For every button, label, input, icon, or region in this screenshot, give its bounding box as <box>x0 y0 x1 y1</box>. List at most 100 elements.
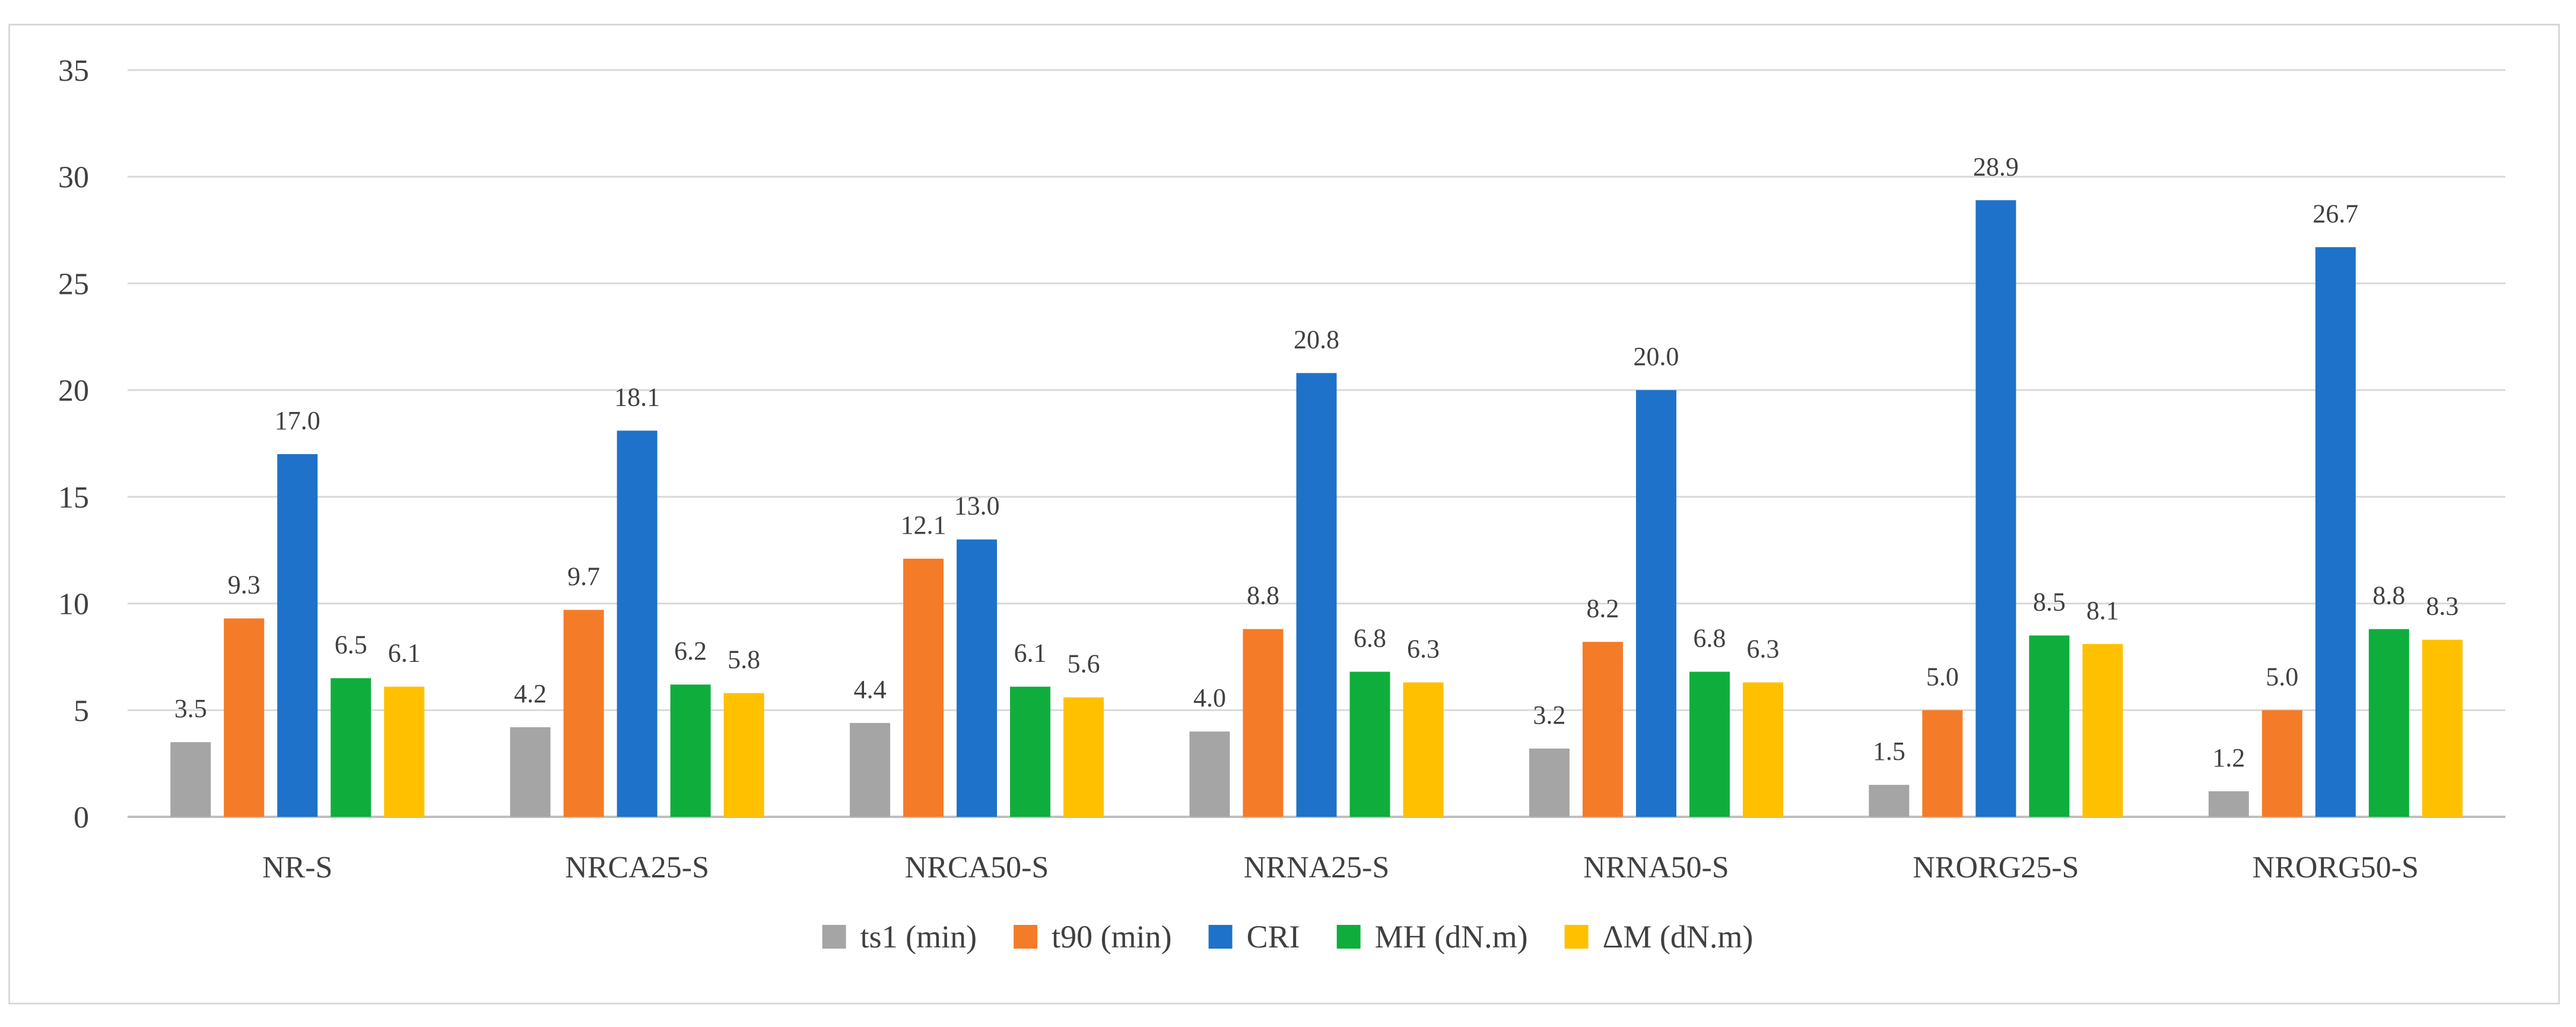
data-label: 28.9 <box>1973 152 2019 181</box>
legend-label: ts1 (min) <box>860 919 977 955</box>
y-tick-label: 25 <box>58 267 89 301</box>
bar <box>224 618 265 817</box>
bar <box>670 684 711 817</box>
x-tick-label: NR-S <box>262 851 332 885</box>
bar <box>1582 642 1623 817</box>
data-label: 1.2 <box>2212 743 2245 772</box>
bar <box>850 722 891 817</box>
data-label: 5.8 <box>728 645 760 674</box>
bar <box>331 678 371 817</box>
bar <box>1349 671 1390 817</box>
data-label: 8.1 <box>2086 596 2119 625</box>
legend-label: MH (dN.m) <box>1375 919 1528 955</box>
bar <box>2208 791 2249 817</box>
data-label: 26.7 <box>2313 199 2358 228</box>
bar <box>617 430 658 817</box>
data-label: 8.8 <box>1247 581 1279 610</box>
bar <box>723 693 764 817</box>
bar <box>2082 644 2123 817</box>
bar <box>2315 247 2356 817</box>
bar <box>1975 200 2016 817</box>
bar <box>957 539 998 817</box>
data-label: 8.8 <box>2372 581 2405 610</box>
data-label: 3.2 <box>1533 700 1565 730</box>
data-label: 17.0 <box>275 406 320 435</box>
bar <box>1189 731 1230 817</box>
data-label: 6.1 <box>1014 639 1047 668</box>
legend-swatch <box>1208 925 1233 949</box>
data-label: 6.3 <box>1746 635 1779 664</box>
bar <box>1010 686 1051 817</box>
bar <box>277 454 318 817</box>
data-label: 20.8 <box>1294 325 1339 354</box>
data-label: 5.0 <box>1926 662 1959 691</box>
legend: ts1 (min) t90 (min) CRI MH (dN.m) ΔM (dN.m) <box>822 919 1754 955</box>
x-tick-label: NRCA25-S <box>565 851 709 885</box>
bar <box>1635 390 1676 817</box>
legend-swatch <box>1014 925 1038 949</box>
bars <box>170 200 2463 817</box>
data-label: 8.3 <box>2426 592 2459 621</box>
data-label: 13.0 <box>954 492 1000 521</box>
x-tick-label: NRCA50-S <box>905 851 1049 885</box>
bar <box>1742 682 1783 817</box>
data-label: 6.1 <box>388 639 421 668</box>
bar <box>1063 697 1104 817</box>
data-label: 18.1 <box>614 382 660 411</box>
data-label: 6.8 <box>1693 624 1726 653</box>
bar <box>1296 373 1337 817</box>
chart-frame <box>8 24 2560 1004</box>
y-tick-label: 10 <box>58 588 89 622</box>
data-label: 12.1 <box>901 511 946 540</box>
bar <box>1922 710 1963 817</box>
data-label: 3.5 <box>174 694 207 723</box>
x-tick-label: NRORG50-S <box>2253 851 2419 885</box>
data-label: 4.4 <box>854 675 887 704</box>
bar <box>2422 639 2463 817</box>
bar <box>170 742 211 817</box>
y-tick-label: 30 <box>58 161 89 195</box>
data-labels: 3.5 9.3 17.0 6.5 6.1 4.2 9.7 18.1 6.2 5.8 4.4 12.1 1… <box>174 152 2459 772</box>
legend-label: t90 (min) <box>1052 919 1171 955</box>
legend-swatch <box>1336 925 1361 949</box>
x-axis: NR-S NRCA25-S NRCA50-S NRNA25-S NRNA50-S NROR… <box>262 851 2419 885</box>
data-label: 1.5 <box>1873 737 1905 766</box>
bar <box>510 727 551 817</box>
bar <box>2029 635 2070 817</box>
bar <box>384 686 425 817</box>
y-tick-label: 20 <box>58 374 89 408</box>
legend-swatch <box>822 925 846 949</box>
y-tick-label: 5 <box>74 694 89 728</box>
data-label: 8.5 <box>2033 587 2066 616</box>
x-tick-label: NRNA50-S <box>1583 851 1729 885</box>
data-label: 8.2 <box>1586 594 1619 623</box>
bar <box>1403 682 1444 817</box>
data-label: 5.0 <box>2266 662 2298 691</box>
y-tick-label: 0 <box>74 801 89 835</box>
y-axis: 0 5 10 15 20 25 30 35 <box>58 54 89 835</box>
data-label: 6.2 <box>674 636 707 665</box>
bar <box>563 610 604 817</box>
bar <box>2261 710 2302 817</box>
legend-swatch <box>1564 925 1589 949</box>
bar <box>2368 629 2409 817</box>
bar <box>903 559 944 817</box>
legend-label: ΔM (dN.m) <box>1603 919 1754 955</box>
data-label: 4.0 <box>1193 683 1226 712</box>
bar <box>1529 748 1570 817</box>
data-label: 6.8 <box>1354 624 1386 653</box>
x-tick-label: NRNA25-S <box>1244 851 1390 885</box>
x-tick-label: NRORG25-S <box>1913 851 2079 885</box>
legend-label: CRI <box>1247 919 1300 955</box>
bar <box>1869 785 1910 817</box>
bar <box>1689 671 1730 817</box>
y-tick-label: 35 <box>58 54 89 88</box>
data-label: 9.3 <box>228 570 261 600</box>
bar <box>1243 629 1284 817</box>
data-label: 6.5 <box>335 630 367 659</box>
data-label: 20.0 <box>1633 342 1679 371</box>
data-label: 5.6 <box>1068 649 1100 679</box>
y-tick-label: 15 <box>58 481 89 515</box>
data-label: 4.2 <box>514 679 547 708</box>
